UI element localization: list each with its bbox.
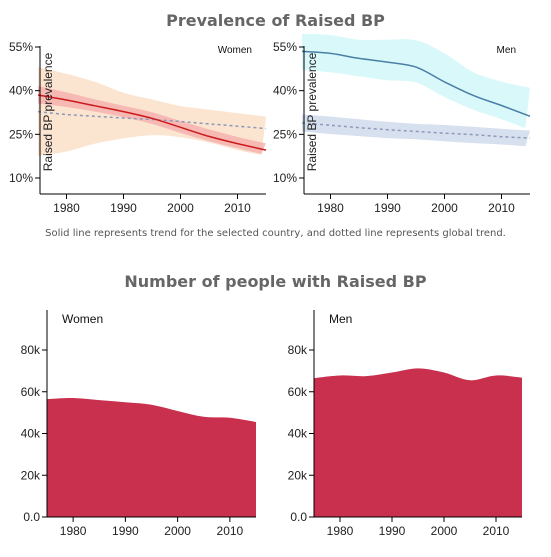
women-number-panel-label: Women [62,312,103,326]
women-prevalence-global-line [37,110,267,130]
men-number-panel-label: Men [329,312,352,326]
women-number-y-tick-label: 40k [21,427,41,441]
number-chart-title: Number of people with Raised BP [124,272,427,291]
women-number-x-tick-label: 2000 [164,524,191,538]
men-number-plot: 0.0 20k 40k 60k 80k 1980 1990 2000 2010 Men [288,310,522,538]
women-prevalence-plot: 10% 25% 40% 55% 1980 1990 2000 2010 Women Raised … [9,40,267,215]
prevalence-chart-title: Prevalence of Raised BP [166,11,385,30]
women-number-x-tick-label: 2010 [217,524,244,538]
men-number-y-tick-label: 20k [288,468,308,482]
women-number-x-tick-label: 1990 [112,524,139,538]
men-prevalence-x-tick-label: 2000 [431,201,458,215]
men-prevalence-y-tick-label: 10% [273,171,297,185]
men-prevalence-panel-label: Men [497,45,516,56]
men-number-y-tick-label: 40k [288,427,308,441]
women-number-plot: 0.0 20k 40k 60k 80k 1980 1990 2000 2010 Women [21,310,256,538]
women-prevalence-x-tick-label: 2010 [224,201,251,215]
men-number-y-tick-label: 80k [288,343,308,357]
men-prevalence-country-band [302,33,530,129]
men-number-chart: 0.0 20k 40k 60k 80k 1980 1990 2000 2010 Men [288,310,522,538]
women-prevalence-x-tick-label: 1990 [110,201,137,215]
men-prevalence-y-tick-label: 40% [273,84,297,98]
women-prevalence-country-line [37,94,267,151]
men-prevalence-y-tick-label: 25% [273,127,297,141]
women-number-y-tick-label: 0.0 [23,510,40,524]
men-prevalence-country-line [301,50,531,118]
men-prevalence-x-tick-label: 1990 [374,201,401,215]
men-number-x-tick-label: 1980 [327,524,354,538]
women-number-chart: 0.0 20k 40k 60k 80k 1980 1990 2000 2010 Women [21,310,256,538]
women-number-x-tick-label: 1980 [60,524,87,538]
men-prevalence-global-line [301,122,531,139]
men-number-y-tick-label: 0.0 [290,510,307,524]
men-number-x-tick-label: 1990 [379,524,406,538]
women-prevalence-y-tick-label: 25% [9,127,33,141]
men-prevalence-y-axis-label: Raised BP prevalence [305,52,319,171]
women-prevalence-panel-label: Women [218,45,252,56]
men-prevalence-x-tick-label: 2010 [488,201,515,215]
women-prevalence-chart: 10% 25% 40% 55% 1980 1990 2000 2010 Women Raised … [9,40,267,215]
women-number-y-tick-label: 80k [21,343,41,357]
women-prevalence-y-tick-label: 55% [9,40,33,54]
men-prevalence-chart: 10% 25% 40% 55% 1980 1990 2000 2010 Men Raised BP… [273,33,531,215]
trend-legend-note: Solid line represents trend for the sele… [45,228,506,239]
women-prevalence-y-axis-label: Raised BP prevalence [41,52,55,171]
men-prevalence-x-tick-label: 1980 [317,201,344,215]
women-prevalence-y-tick-label: 40% [9,84,33,98]
men-number-y-tick-label: 60k [288,385,308,399]
men-prevalence-plot: 10% 25% 40% 55% 1980 1990 2000 2010 Men Raised BP… [273,33,531,215]
women-number-area [47,397,256,517]
women-prevalence-y-tick-label: 10% [9,171,33,185]
women-number-y-tick-label: 20k [21,468,41,482]
women-prevalence-x-tick-label: 1980 [53,201,80,215]
women-prevalence-x-tick-label: 2000 [167,201,194,215]
men-number-area [314,368,522,517]
women-number-y-tick-label: 60k [21,385,41,399]
men-prevalence-global-band [302,114,530,147]
men-number-x-tick-label: 2000 [431,524,458,538]
men-prevalence-y-tick-label: 55% [273,40,297,54]
men-number-x-tick-label: 2010 [483,524,510,538]
